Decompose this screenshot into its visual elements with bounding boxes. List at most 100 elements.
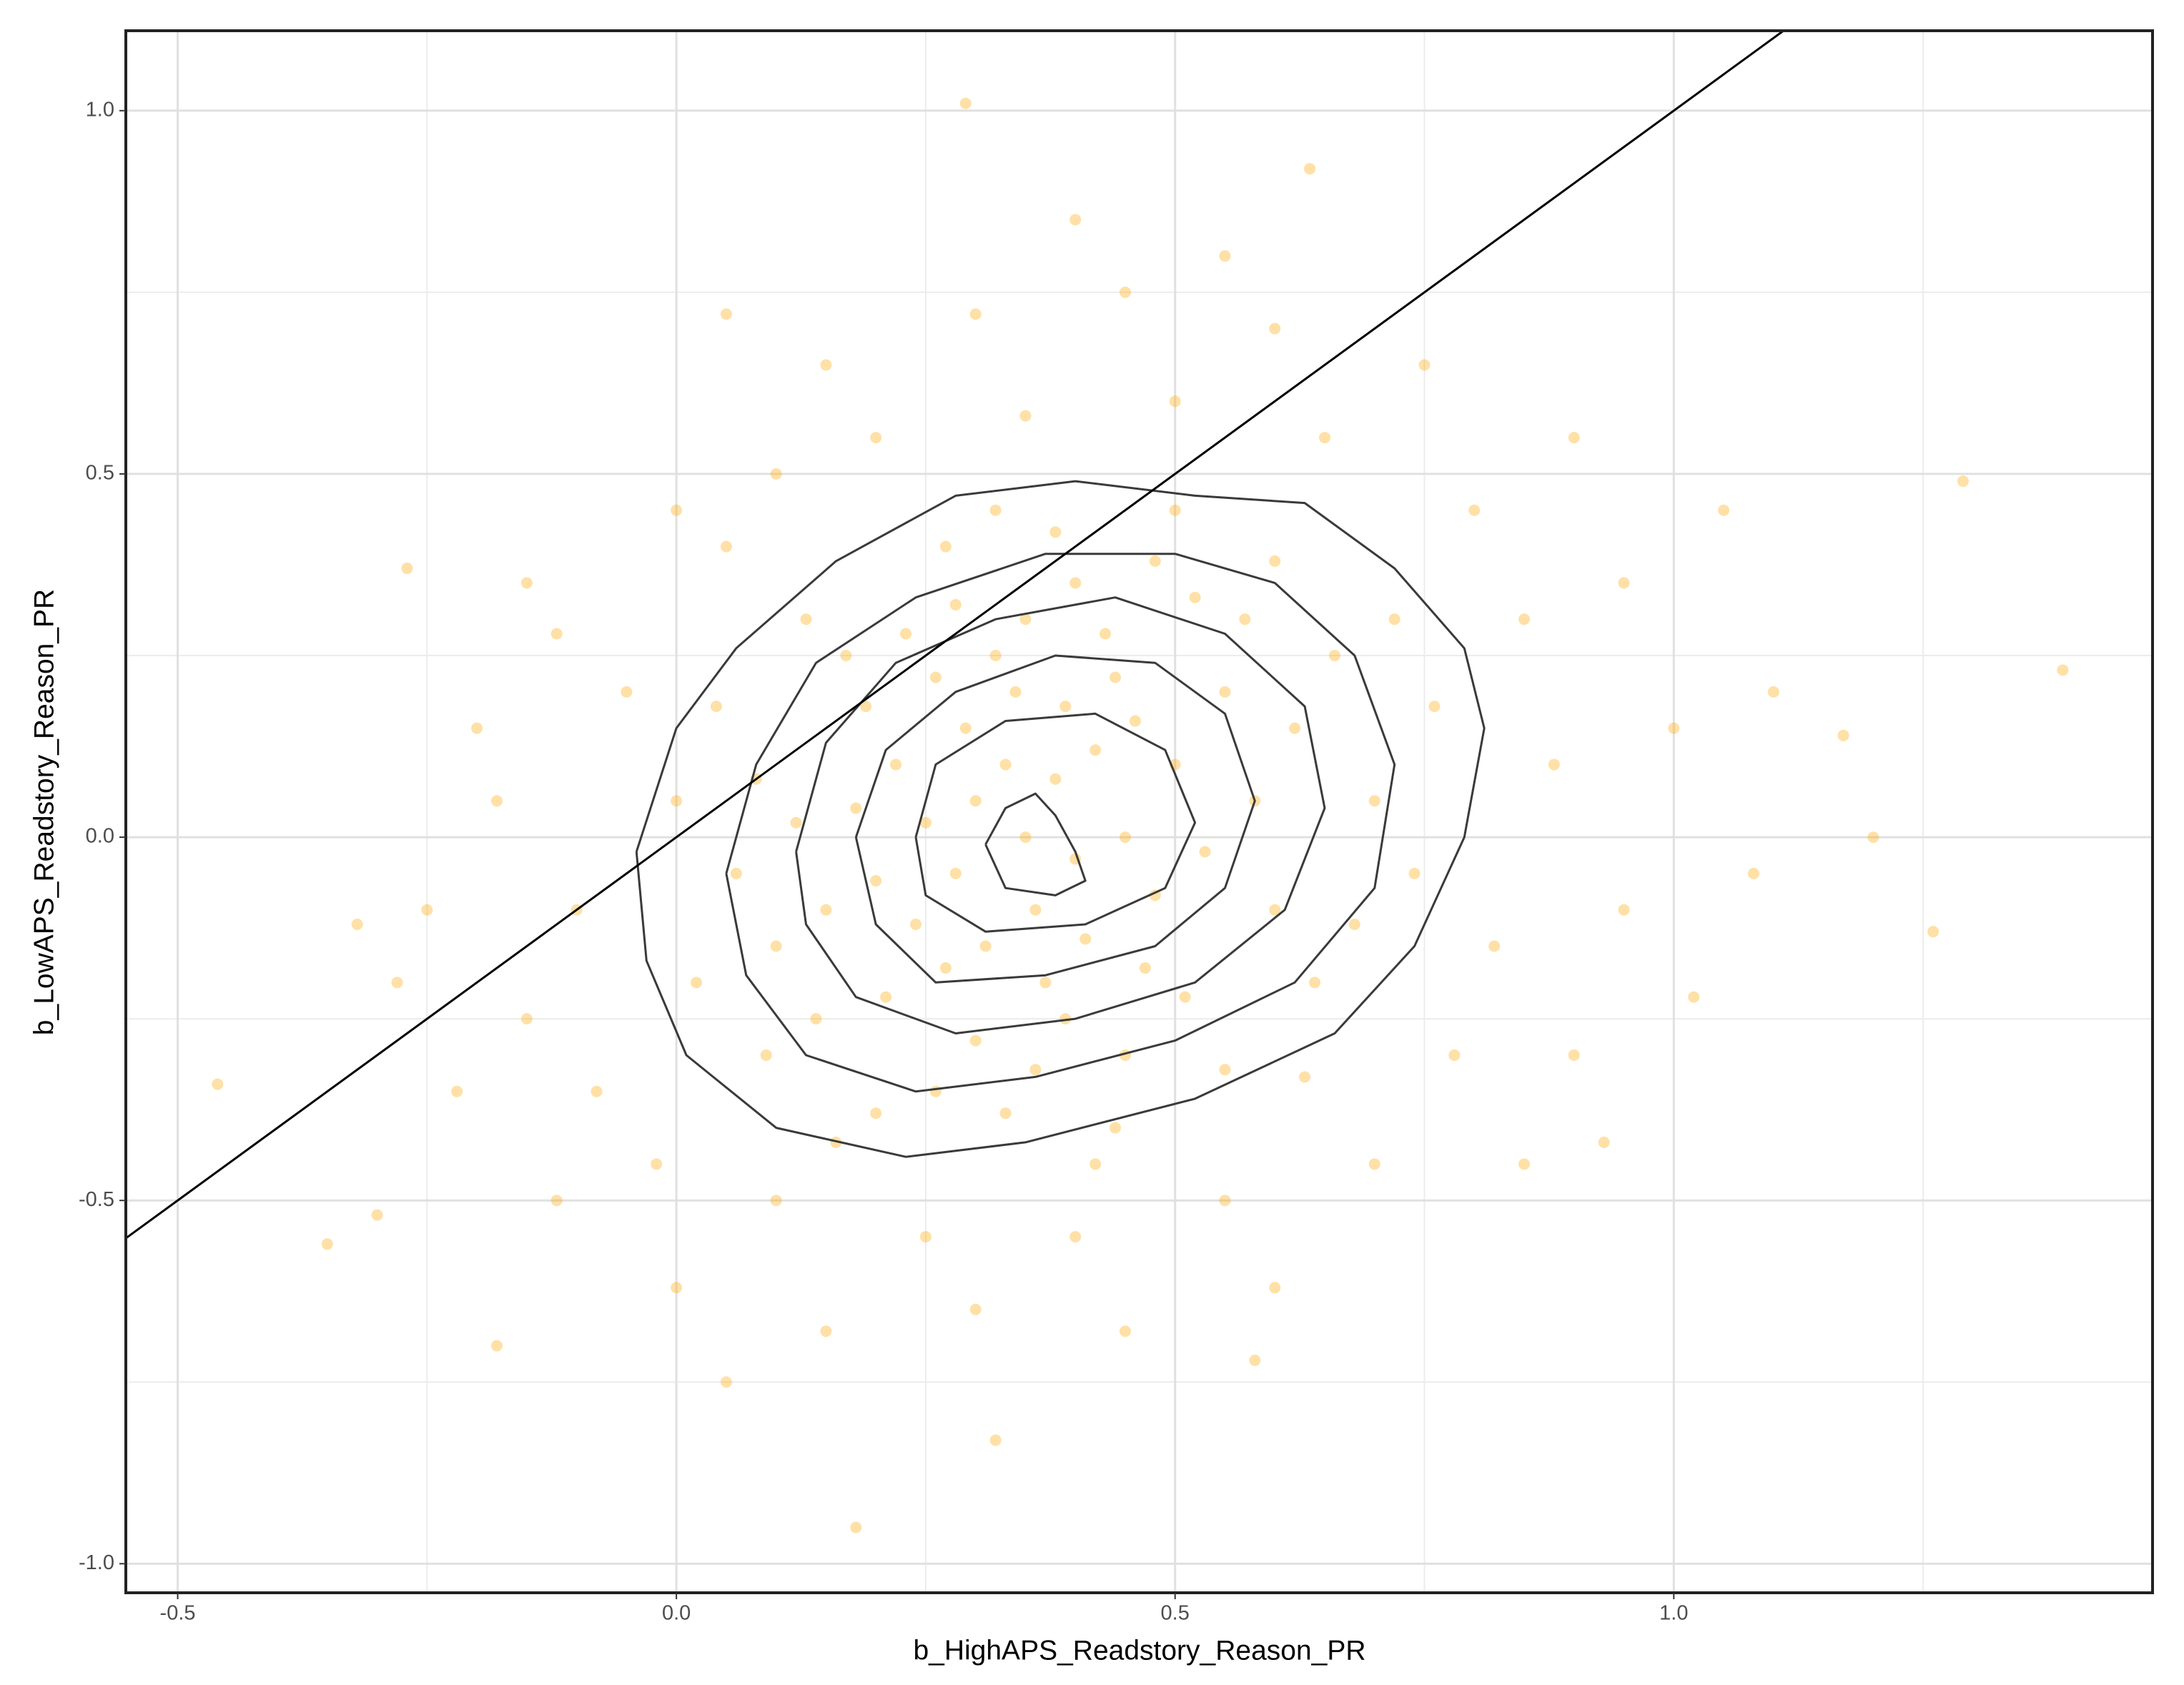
point: [969, 795, 982, 807]
point: [1328, 650, 1340, 661]
point: [671, 795, 683, 807]
point: [840, 650, 852, 661]
point: [1219, 686, 1231, 698]
point: [760, 1049, 772, 1061]
x-tick-label: -0.5: [160, 1602, 196, 1625]
point: [900, 628, 912, 640]
point: [959, 97, 972, 109]
point: [919, 1231, 932, 1243]
point: [720, 1376, 732, 1388]
point: [621, 686, 633, 698]
point: [471, 722, 483, 734]
point: [1269, 1282, 1281, 1294]
point: [1169, 395, 1181, 407]
point: [989, 504, 1002, 516]
point: [1110, 1122, 1122, 1134]
point: [1368, 1158, 1380, 1170]
point: [1428, 701, 1441, 713]
point: [491, 1340, 503, 1352]
point: [401, 563, 413, 575]
point: [391, 977, 403, 989]
axes: -0.5 0.0 0.5 1.0 -1.0 -0.5 0.0 0.5 1.0: [79, 98, 1688, 1624]
point: [1019, 613, 1032, 626]
point: [1169, 504, 1181, 516]
point: [421, 904, 433, 916]
x-tick-label: 0.5: [1161, 1602, 1190, 1625]
point: [1957, 475, 1969, 488]
point: [1408, 867, 1420, 879]
contour-line: [984, 792, 1087, 896]
point: [1119, 1325, 1131, 1338]
point: [820, 904, 832, 916]
point: [321, 1238, 333, 1250]
point: [1049, 526, 1062, 538]
y-tick-label: -0.5: [79, 1188, 114, 1211]
contour-line: [635, 480, 1486, 1158]
point: [909, 919, 921, 931]
y-tick-label: 0.0: [86, 825, 114, 848]
point: [999, 1107, 1012, 1120]
y-tick-label: 0.5: [86, 462, 114, 485]
point: [1304, 163, 1316, 175]
point: [1110, 671, 1122, 683]
point: [1299, 1071, 1311, 1083]
point: [671, 504, 683, 516]
point: [1269, 555, 1281, 567]
point: [720, 308, 732, 320]
point: [351, 919, 363, 931]
point: [810, 1013, 822, 1025]
point: [890, 759, 902, 771]
x-tick-label: 0.0: [662, 1602, 691, 1625]
reference-line-group: [126, 31, 1786, 1240]
point: [800, 613, 812, 626]
point: [1049, 773, 1062, 785]
point: [1518, 1158, 1531, 1170]
point: [1289, 722, 1301, 734]
point: [1189, 591, 1201, 603]
point: [1219, 250, 1231, 262]
point: [1688, 991, 1700, 1003]
plot-border: [124, 29, 2154, 1594]
y-tick-label: -1.0: [79, 1551, 114, 1574]
point: [850, 802, 862, 814]
point: [371, 1209, 383, 1221]
point: [1718, 504, 1730, 516]
point: [949, 598, 962, 611]
point: [1518, 613, 1531, 626]
points: [212, 97, 2069, 1533]
point: [1009, 686, 1022, 698]
point: [1927, 926, 1940, 938]
point: [1618, 904, 1630, 916]
point: [969, 1034, 982, 1047]
contour-line: [914, 712, 1197, 933]
point: [1119, 286, 1131, 298]
point: [979, 940, 992, 952]
point: [671, 1282, 683, 1294]
point: [1598, 1136, 1610, 1148]
point: [1089, 1158, 1102, 1170]
point: [212, 1078, 224, 1090]
reference-line: [126, 31, 1786, 1240]
point: [1418, 359, 1431, 371]
point: [2057, 664, 2069, 676]
point: [790, 816, 802, 829]
point: [820, 1325, 832, 1338]
point: [1079, 933, 1092, 945]
point: [451, 1085, 463, 1097]
point: [1548, 759, 1560, 771]
point: [1867, 831, 1879, 844]
point: [1388, 613, 1400, 626]
contour-line: [725, 553, 1396, 1093]
point: [1837, 729, 1849, 741]
point: [969, 1303, 982, 1315]
point: [710, 701, 722, 713]
y-axis-title: b_LowAPS_Readstory_Reason_PR: [29, 589, 59, 1035]
point: [770, 940, 782, 952]
y-tick-label: 1.0: [86, 98, 114, 121]
point: [999, 759, 1012, 771]
point: [1029, 1064, 1042, 1076]
point: [550, 628, 563, 640]
point: [1348, 919, 1360, 931]
point: [1059, 1013, 1072, 1025]
